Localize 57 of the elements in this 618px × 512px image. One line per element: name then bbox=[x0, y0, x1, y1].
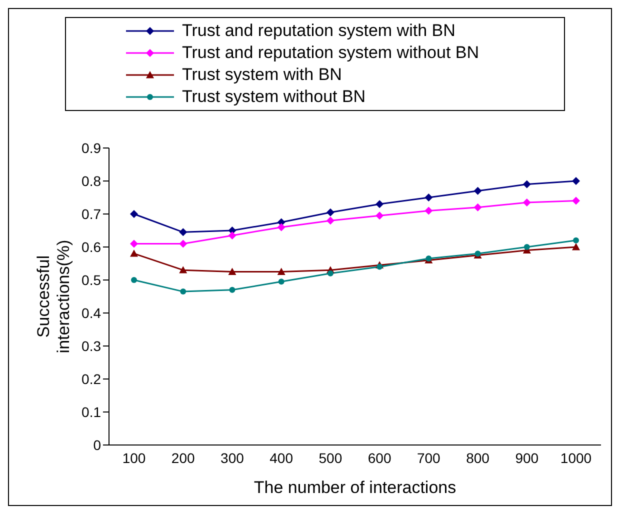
y-tick-label: 0.9 bbox=[82, 140, 102, 156]
point bbox=[130, 240, 138, 248]
point bbox=[228, 231, 236, 240]
point bbox=[522, 198, 531, 206]
point bbox=[573, 237, 579, 244]
point bbox=[179, 266, 188, 274]
y-tick-label: 0 bbox=[93, 436, 102, 453]
point bbox=[179, 228, 188, 236]
point bbox=[376, 212, 384, 220]
x-tick-label: 300 bbox=[220, 450, 244, 466]
y-tick-label: 0.4 bbox=[82, 304, 102, 321]
legend-label: Trust system without BN bbox=[182, 87, 366, 107]
legend-label: Trust system with BN bbox=[182, 65, 342, 85]
x-tick-label: 900 bbox=[515, 450, 539, 466]
point bbox=[376, 264, 383, 270]
y-tick-label: 0.8 bbox=[82, 172, 102, 189]
x-axis-title: The number of interactions bbox=[254, 478, 456, 497]
y-tick-label: 0.3 bbox=[82, 338, 102, 354]
y-tick-label: 0.7 bbox=[82, 206, 102, 222]
point bbox=[572, 177, 580, 185]
x-tick-label: 500 bbox=[318, 450, 342, 466]
point bbox=[474, 186, 482, 195]
point bbox=[180, 288, 186, 295]
point bbox=[572, 196, 580, 205]
point bbox=[179, 240, 188, 248]
point bbox=[278, 278, 284, 285]
point bbox=[229, 286, 236, 293]
x-tick-label: 200 bbox=[171, 450, 196, 466]
x-tick-label: 600 bbox=[368, 450, 392, 466]
x-tick-label: 700 bbox=[416, 450, 441, 466]
point bbox=[524, 244, 530, 250]
point bbox=[326, 208, 334, 216]
point bbox=[130, 210, 138, 218]
legend-label: Trust and reputation system without BN bbox=[182, 43, 480, 63]
point bbox=[277, 268, 286, 275]
point bbox=[474, 203, 482, 212]
point bbox=[130, 250, 138, 257]
point bbox=[424, 194, 433, 202]
x-tick-label: 400 bbox=[270, 450, 294, 466]
y-tick-label: 0.6 bbox=[82, 238, 102, 255]
legend-label: Trust and reputation system with BN bbox=[182, 21, 456, 41]
point bbox=[228, 268, 236, 275]
x-tick-label: 800 bbox=[466, 450, 490, 466]
point bbox=[522, 180, 531, 188]
x-tick-label: 1000 bbox=[560, 450, 592, 466]
point bbox=[424, 206, 433, 215]
point bbox=[277, 223, 286, 232]
y-tick-label: 0.1 bbox=[82, 404, 102, 420]
x-tick-label: 100 bbox=[122, 450, 146, 466]
y-tick-label: 0.2 bbox=[82, 370, 102, 387]
point bbox=[376, 200, 384, 208]
y-axis-title: Successful interactions(%) bbox=[34, 240, 73, 354]
point bbox=[572, 243, 580, 250]
point bbox=[327, 270, 334, 276]
point bbox=[131, 277, 137, 283]
point bbox=[326, 216, 334, 225]
y-tick-label: 0.5 bbox=[82, 272, 102, 288]
